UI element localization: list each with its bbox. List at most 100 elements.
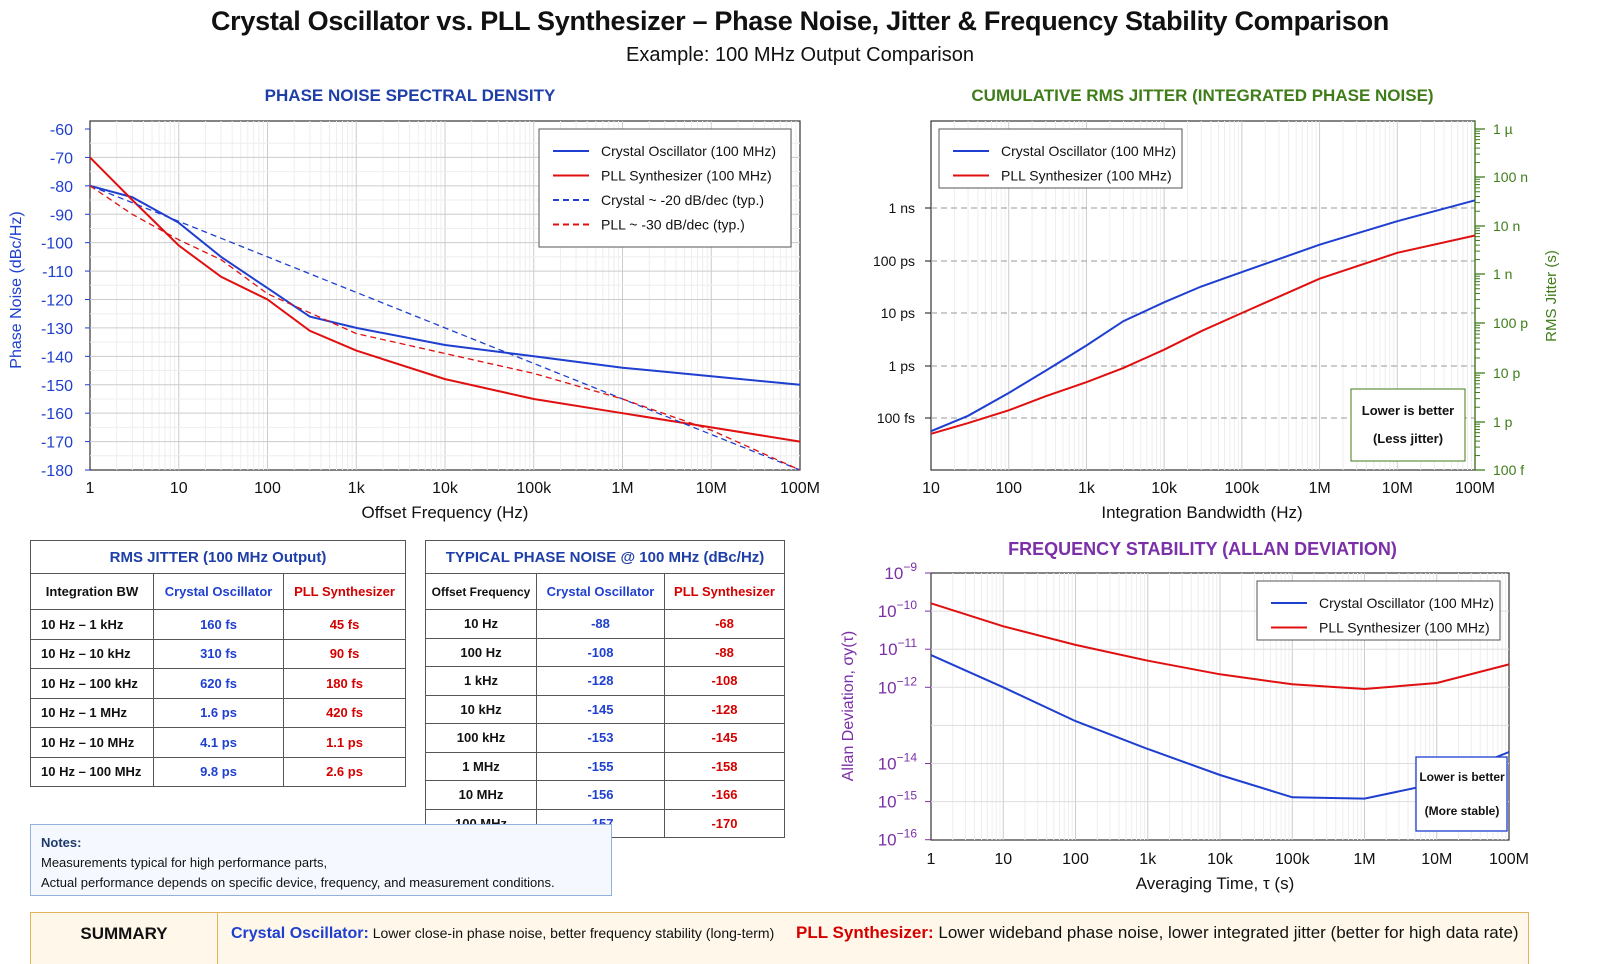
table-row: 10 Hz – 1 kHz 160 fs 45 fs — [30, 609, 406, 640]
table-row: 100 kHz -153 -145 — [425, 723, 786, 753]
pn-x-tick-label: 1 — [86, 480, 95, 497]
allan-legend-label-0: Crystal Oscillator (100 MHz) — [1319, 595, 1494, 611]
pn-legend-label-0: Crystal Oscillator (100 MHz) — [601, 143, 776, 159]
jit-annotation-line-2: (Less jitter) — [1373, 431, 1443, 446]
table-row: 100 Hz -108 -88 — [425, 637, 786, 667]
pn-y-tick-label: -90 — [50, 207, 73, 224]
table-row: 10 Hz – 100 kHz 620 fs 180 fs — [30, 668, 406, 699]
jit-y-axis-label: RMS Jitter (s) — [1543, 250, 1560, 342]
pn-cell-4-0: 100 kHz — [425, 723, 537, 753]
allan-x-tick-label: 100k — [1275, 851, 1311, 868]
table-row: 10 kHz -145 -128 — [425, 694, 786, 724]
pn-y-tick-label: -150 — [41, 378, 73, 395]
allan-x-tick-label: 1 — [927, 851, 936, 868]
pn-legend-label-3: PLL ~ -30 dB/dec (typ.) — [601, 217, 745, 233]
pn-cell-5-1: -155 — [536, 751, 665, 781]
pn-cell-1-0: 100 Hz — [425, 637, 537, 667]
jit-x-tick-label: 1M — [1308, 480, 1330, 497]
pn-cell-7-2: -170 — [663, 808, 786, 838]
jitter-cell-1-2: 90 fs — [283, 638, 406, 669]
pn-cell-2-1: -128 — [536, 666, 665, 696]
allan-legend-box — [1256, 580, 1501, 641]
pn-cell-6-1: -156 — [536, 780, 665, 810]
pn-x-tick-label: 10k — [432, 480, 459, 497]
jit-x-tick-label: 100 — [995, 480, 1022, 497]
jit-x-tick-label: 100M — [1455, 480, 1495, 497]
pn-x-tick-label: 100M — [780, 480, 820, 497]
jit-right-tick-label: 10 p — [1493, 365, 1520, 381]
jitter-cell-2-0: 10 Hz – 100 kHz — [30, 668, 154, 699]
jitter-cell-0-1: 160 fs — [152, 609, 285, 640]
table-row: 1 MHz -155 -158 — [425, 751, 786, 781]
pn-y-tick-label: -160 — [41, 406, 73, 423]
jitter-cell-3-0: 10 Hz – 1 MHz — [30, 697, 154, 728]
pn-cell-5-0: 1 MHz — [425, 751, 537, 781]
pn-x-tick-label: 1k — [348, 480, 366, 497]
pn-series-line-0 — [89, 184, 801, 386]
pn-y-tick-label: -60 — [50, 122, 73, 139]
allan-annotation-box — [1415, 756, 1508, 832]
pn-header-crystal: Crystal Oscillator — [536, 573, 665, 610]
pn-x-axis-label: Offset Frequency (Hz) — [362, 503, 529, 522]
summary-bar: SUMMARY Crystal Oscillator: Lower close-… — [30, 912, 1529, 964]
summary-pll-label: PLL Synthesizer: — [796, 923, 934, 942]
pn-header-offset: Offset Frequency — [425, 573, 537, 610]
table-row: 10 Hz – 10 kHz 310 fs 90 fs — [30, 638, 406, 669]
summary-crystal: Crystal Oscillator: Lower close-in phase… — [231, 925, 774, 943]
jitter-cell-2-1: 620 fs — [152, 668, 285, 699]
pn-y-tick-label: -70 — [50, 150, 73, 167]
pn-y-axis-label: Phase Noise (dBc/Hz) — [8, 211, 25, 368]
allan-y-tick-label: 10−11 — [879, 636, 918, 659]
jitter-header-crystal: Crystal Oscillator — [152, 573, 285, 610]
notes-heading: Notes: — [41, 835, 82, 850]
jitter-cell-0-0: 10 Hz – 1 kHz — [30, 609, 154, 640]
pn-cell-5-2: -158 — [663, 751, 786, 781]
allan-x-tick-label: 1k — [1139, 851, 1157, 868]
pn-y-tick-label: -170 — [41, 435, 73, 452]
allan-x-tick-label: 100M — [1489, 851, 1529, 868]
pn-cell-1-2: -88 — [663, 637, 786, 667]
jit-series-line-0 — [930, 199, 1476, 433]
jitter-cell-3-1: 1.6 ps — [152, 697, 285, 728]
pn-cell-0-2: -68 — [663, 609, 786, 639]
jitter-cell-5-0: 10 Hz – 100 MHz — [30, 756, 154, 787]
rms-jitter-table-caption: RMS JITTER (100 MHz Output) — [30, 540, 406, 574]
allan-y-tick-label: 10−10 — [878, 598, 918, 621]
jit-y-tick-label: 100 ps — [873, 253, 915, 269]
summary-crystal-text: Lower close-in phase noise, better frequ… — [372, 925, 775, 941]
pn-series-line-2 — [89, 185, 801, 471]
pn-cell-6-0: 10 MHz — [425, 780, 537, 810]
jitter-cell-3-2: 420 fs — [283, 697, 406, 728]
jit-legend-box — [938, 128, 1183, 189]
summary-crystal-label: Crystal Oscillator: — [231, 925, 369, 942]
jitter-chart-title: CUMULATIVE RMS JITTER (INTEGRATED PHASE … — [971, 86, 1434, 105]
allan-x-axis-label: Averaging Time, τ (s) — [1136, 874, 1295, 893]
allan-x-tick-label: 100 — [1062, 851, 1089, 868]
notes-line-1: Measurements typical for high performanc… — [41, 855, 328, 870]
pn-cell-0-0: 10 Hz — [425, 609, 537, 639]
table-row: 10 MHz -156 -166 — [425, 780, 786, 810]
jit-legend-label-1: PLL Synthesizer (100 MHz) — [1001, 168, 1172, 184]
jit-y-tick-label: 1 ns — [889, 200, 915, 216]
pn-series-line-3 — [89, 185, 801, 471]
pn-y-tick-label: -180 — [41, 463, 73, 480]
pn-x-tick-label: 1M — [611, 480, 633, 497]
pn-cell-2-0: 1 kHz — [425, 666, 537, 696]
allan-y-tick-label: 10−12 — [878, 674, 918, 697]
notes-box: Notes: Measurements typical for high per… — [30, 824, 612, 896]
allan-y-tick-label: 10−16 — [878, 827, 918, 850]
jitter-cell-1-0: 10 Hz – 10 kHz — [30, 638, 154, 669]
pn-x-tick-label: 100 — [254, 480, 281, 497]
pn-cell-4-1: -153 — [536, 723, 665, 753]
jit-x-tick-label: 10 — [922, 480, 940, 497]
pn-x-tick-label: 10 — [170, 480, 188, 497]
pn-y-tick-label: -110 — [42, 264, 73, 281]
pn-cell-0-1: -88 — [536, 609, 665, 639]
rms-jitter-table: RMS JITTER (100 MHz Output) Integration … — [30, 540, 406, 787]
pn-y-tick-label: -120 — [41, 293, 73, 310]
pn-cell-2-2: -108 — [663, 666, 786, 696]
jitter-cell-5-2: 2.6 ps — [283, 756, 406, 787]
jit-x-tick-label: 10k — [1151, 480, 1178, 497]
pn-legend-label-2: Crystal ~ -20 dB/dec (typ.) — [601, 192, 764, 208]
jit-series-line-1 — [930, 234, 1476, 435]
